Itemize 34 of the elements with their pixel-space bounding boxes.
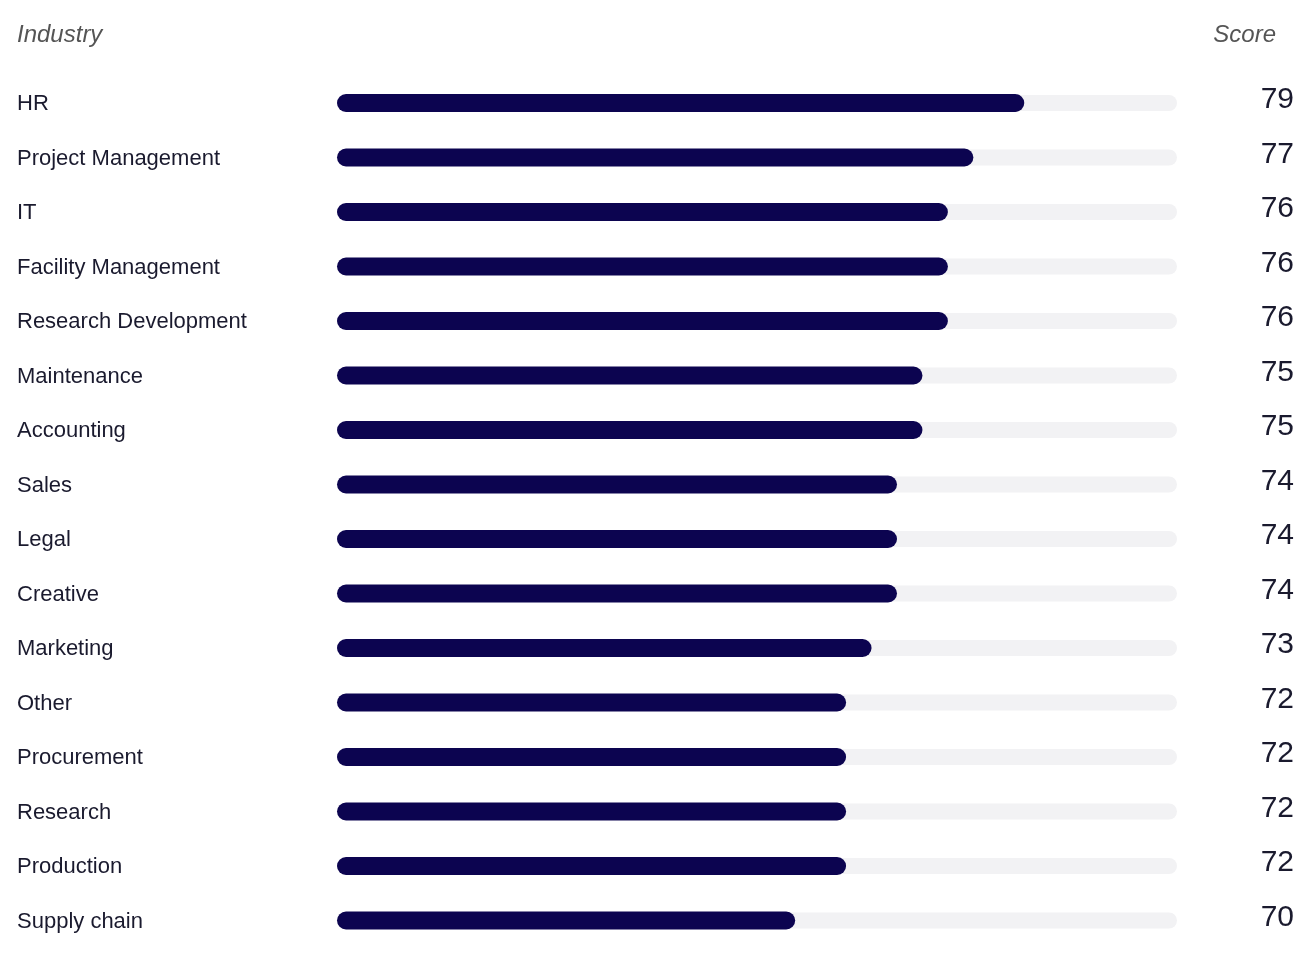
data-label: 76	[1260, 190, 1294, 223]
y-tick-label: Accounting	[17, 417, 126, 442]
y-tick-label: Research	[17, 798, 112, 824]
y-tick-label: IT	[17, 199, 37, 224]
y-tick-label: Other	[17, 689, 73, 715]
data-label: 76	[1260, 299, 1294, 332]
y-tick-label: Maintenance	[17, 362, 143, 388]
x-axis-title: Score	[1213, 20, 1276, 47]
data-label: 73	[1260, 626, 1294, 659]
y-tick-label: Project Management	[17, 144, 220, 170]
y-tick-label: Creative	[17, 580, 99, 606]
y-tick-label: Legal	[17, 526, 71, 551]
y-tick-label: Marketing	[17, 635, 114, 660]
data-label: 72	[1260, 735, 1294, 768]
data-label: 72	[1260, 844, 1294, 877]
data-label: 72	[1260, 789, 1294, 823]
y-tick-label: Research Development	[17, 308, 247, 333]
data-label: 79	[1260, 81, 1294, 114]
data-label: 75	[1260, 353, 1294, 387]
y-tick-label: Production	[17, 853, 123, 878]
y-tick-label: Supply chain	[17, 907, 143, 933]
y-tick-label: Facility Management	[17, 253, 220, 279]
data-label: 72	[1260, 680, 1294, 714]
data-label: 77	[1260, 135, 1294, 169]
data-label: 74	[1260, 571, 1294, 605]
data-label: 75	[1260, 408, 1294, 441]
y-tick-label: Procurement	[17, 744, 143, 769]
data-label: 74	[1260, 517, 1294, 550]
data-label: 70	[1260, 898, 1294, 932]
y-tick-label: Sales	[17, 471, 73, 497]
data-label: 74	[1260, 462, 1294, 496]
data-label: 76	[1260, 244, 1294, 278]
y-tick-label: HR	[17, 90, 49, 115]
y-axis-title: Industry	[17, 20, 105, 47]
